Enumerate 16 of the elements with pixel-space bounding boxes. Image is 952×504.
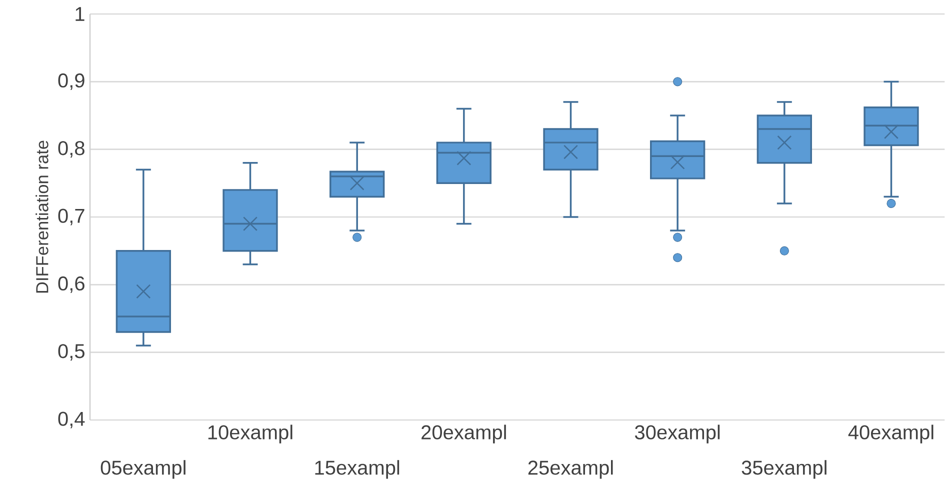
x-tick-label: 25exampl [528, 460, 613, 479]
y-axis-title: DIFFerentiation rate [36, 140, 48, 293]
y-tick-label: 0,7 [58, 208, 84, 226]
x-tick-label: 15exampl [315, 460, 400, 479]
y-tick-label: 0,6 [58, 276, 84, 293]
x-tick-label: 30exampl [634, 424, 720, 444]
y-tick-label: 0,8 [58, 141, 84, 158]
x-tick-label: 20exampl [422, 424, 506, 444]
y-tick-label: 1 [76, 7, 84, 21]
x-tick-label: 10exampl [208, 424, 292, 444]
x-tick-label: 40exampl [848, 424, 934, 444]
y-tick-label: 0,9 [58, 73, 84, 90]
x-tick-label: 05exampl [100, 460, 186, 479]
y-tick-label: 0,5 [58, 344, 84, 361]
x-tick-label: 35exampl [742, 460, 826, 479]
y-tick-label: 0,4 [58, 412, 85, 428]
